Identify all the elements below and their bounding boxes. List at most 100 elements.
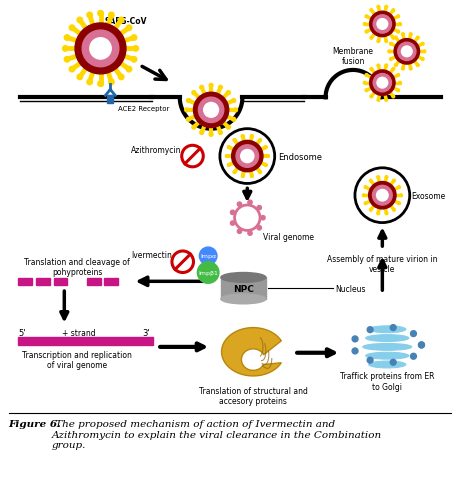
Circle shape bbox=[417, 37, 419, 40]
Circle shape bbox=[418, 342, 424, 348]
Text: + strand: + strand bbox=[62, 328, 96, 337]
Circle shape bbox=[393, 180, 395, 183]
Circle shape bbox=[377, 65, 380, 68]
Circle shape bbox=[227, 164, 230, 167]
Circle shape bbox=[241, 150, 254, 163]
Circle shape bbox=[75, 24, 126, 75]
Text: Nucleus: Nucleus bbox=[336, 284, 366, 293]
Circle shape bbox=[402, 68, 404, 71]
Circle shape bbox=[395, 65, 397, 67]
Circle shape bbox=[377, 20, 388, 30]
Circle shape bbox=[250, 135, 253, 138]
Circle shape bbox=[209, 84, 213, 88]
Circle shape bbox=[98, 82, 103, 87]
Circle shape bbox=[370, 96, 373, 99]
Circle shape bbox=[402, 47, 412, 58]
Circle shape bbox=[200, 86, 204, 90]
Circle shape bbox=[109, 13, 114, 19]
Circle shape bbox=[257, 226, 262, 230]
Circle shape bbox=[133, 47, 139, 52]
Circle shape bbox=[227, 126, 230, 130]
Circle shape bbox=[257, 206, 262, 210]
Text: Traffick proteins from ER
to Golgi: Traffick proteins from ER to Golgi bbox=[340, 372, 434, 391]
Circle shape bbox=[236, 145, 259, 168]
Circle shape bbox=[233, 171, 236, 174]
Circle shape bbox=[187, 118, 190, 122]
Circle shape bbox=[192, 126, 196, 130]
Polygon shape bbox=[221, 328, 281, 376]
Circle shape bbox=[369, 209, 372, 212]
Ellipse shape bbox=[363, 344, 412, 351]
Circle shape bbox=[192, 92, 196, 95]
Circle shape bbox=[398, 43, 416, 62]
Circle shape bbox=[248, 201, 252, 205]
Text: Azithromycin: Azithromycin bbox=[131, 145, 182, 154]
Bar bbox=[221, 278, 266, 299]
Circle shape bbox=[421, 43, 424, 46]
Circle shape bbox=[187, 99, 190, 103]
Ellipse shape bbox=[366, 353, 409, 359]
Circle shape bbox=[418, 342, 424, 348]
Circle shape bbox=[377, 41, 380, 44]
Circle shape bbox=[410, 354, 417, 359]
Circle shape bbox=[373, 74, 392, 93]
Circle shape bbox=[248, 231, 252, 236]
Circle shape bbox=[199, 247, 217, 265]
Circle shape bbox=[367, 358, 373, 363]
Circle shape bbox=[385, 41, 388, 44]
Text: Transcription and replication
of viral genome: Transcription and replication of viral g… bbox=[22, 350, 132, 369]
Circle shape bbox=[132, 58, 137, 63]
Circle shape bbox=[417, 65, 419, 67]
Circle shape bbox=[410, 331, 417, 337]
Circle shape bbox=[237, 229, 241, 234]
Circle shape bbox=[126, 67, 132, 73]
Circle shape bbox=[69, 67, 75, 73]
Bar bbox=[87, 279, 101, 286]
Circle shape bbox=[227, 146, 230, 149]
Circle shape bbox=[90, 39, 111, 60]
Text: NPC: NPC bbox=[233, 284, 254, 293]
Circle shape bbox=[233, 139, 236, 142]
Circle shape bbox=[365, 31, 368, 34]
Circle shape bbox=[410, 34, 412, 37]
Ellipse shape bbox=[221, 295, 266, 304]
Circle shape bbox=[232, 141, 263, 172]
Bar bbox=[36, 279, 50, 286]
Circle shape bbox=[370, 12, 395, 38]
Ellipse shape bbox=[369, 326, 406, 333]
Circle shape bbox=[370, 10, 373, 13]
Text: Impβ1: Impβ1 bbox=[198, 271, 218, 276]
Text: Viral genome: Viral genome bbox=[263, 233, 314, 242]
Circle shape bbox=[377, 176, 380, 179]
Circle shape bbox=[395, 37, 397, 40]
Text: Endosome: Endosome bbox=[278, 152, 322, 161]
Circle shape bbox=[230, 211, 235, 215]
Circle shape bbox=[389, 59, 392, 61]
Circle shape bbox=[388, 51, 391, 54]
Circle shape bbox=[126, 26, 132, 32]
Circle shape bbox=[385, 212, 388, 215]
Circle shape bbox=[364, 186, 367, 189]
Text: SARS-CoV: SARS-CoV bbox=[105, 17, 147, 26]
Text: ACE2 Receptor: ACE2 Receptor bbox=[118, 106, 169, 112]
Circle shape bbox=[64, 58, 70, 63]
Circle shape bbox=[385, 7, 388, 9]
Circle shape bbox=[392, 10, 395, 13]
Text: Impα: Impα bbox=[200, 254, 216, 259]
Circle shape bbox=[397, 90, 400, 93]
Circle shape bbox=[209, 133, 213, 137]
Circle shape bbox=[399, 82, 402, 85]
Ellipse shape bbox=[366, 335, 409, 342]
Circle shape bbox=[82, 31, 119, 68]
Text: The proposed mechanism of action of Ivermectin and
Azithromycin to explain the v: The proposed mechanism of action of Iver… bbox=[51, 419, 382, 449]
Circle shape bbox=[204, 103, 219, 118]
Ellipse shape bbox=[221, 273, 266, 283]
Circle shape bbox=[364, 202, 367, 205]
Circle shape bbox=[410, 68, 412, 71]
Circle shape bbox=[367, 327, 373, 333]
Circle shape bbox=[377, 99, 380, 102]
Circle shape bbox=[385, 99, 388, 102]
Circle shape bbox=[232, 118, 235, 122]
Circle shape bbox=[421, 59, 424, 61]
Circle shape bbox=[394, 40, 419, 65]
